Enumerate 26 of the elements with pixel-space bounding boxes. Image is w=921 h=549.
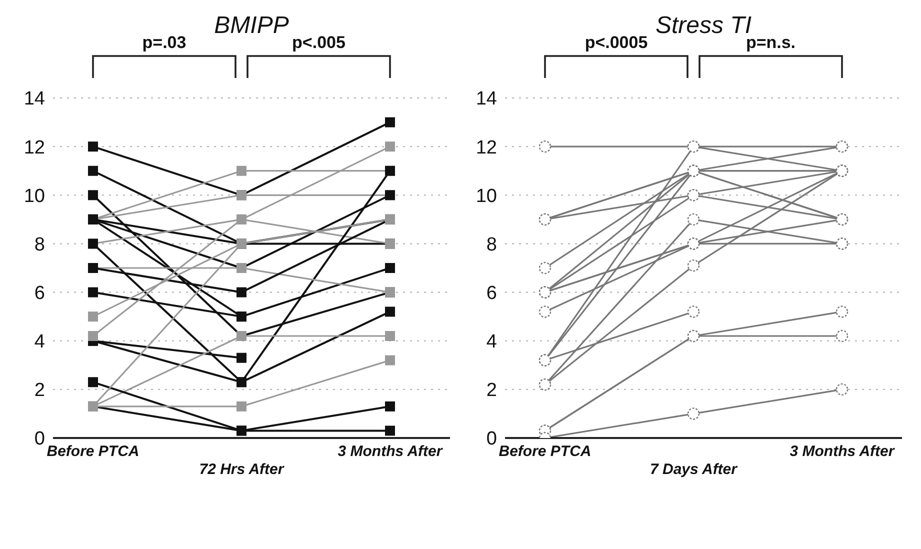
y-tick-label: 12 <box>24 137 45 158</box>
y-tick-label: 8 <box>486 234 497 256</box>
y-tick-label: 4 <box>486 332 498 353</box>
x-tick-label: 3 Months After <box>790 443 896 460</box>
y-tick-label: 0 <box>486 428 497 450</box>
y-tick-label: 6 <box>34 283 45 304</box>
chart-title: BMIPP <box>214 12 289 39</box>
y-tick-label: 10 <box>24 186 45 207</box>
x-tick-label: Before PTCA <box>46 443 140 460</box>
y-tick-label: 14 <box>24 88 46 110</box>
y-tick-label: 14 <box>476 88 498 110</box>
x-tick-label: 3 Months After <box>338 443 444 460</box>
text: p<.005 <box>292 33 346 52</box>
y-tick-label: 8 <box>34 234 45 256</box>
y-tick-label: 12 <box>476 137 497 158</box>
text: p=.03 <box>142 33 186 52</box>
x-tick-label: 7 Days After <box>650 461 738 478</box>
y-tick-label: 4 <box>34 332 46 353</box>
x-tick-label: 72 Hrs After <box>199 461 285 478</box>
x-tick-label: Before PTCA <box>498 443 592 460</box>
y-tick-label: 0 <box>34 428 45 450</box>
y-tick-label: 2 <box>486 380 497 402</box>
y-tick-label: 6 <box>486 283 497 304</box>
text: p<.0005 <box>584 33 648 52</box>
y-tick-label: 10 <box>476 186 497 207</box>
y-tick-label: 2 <box>34 380 45 402</box>
